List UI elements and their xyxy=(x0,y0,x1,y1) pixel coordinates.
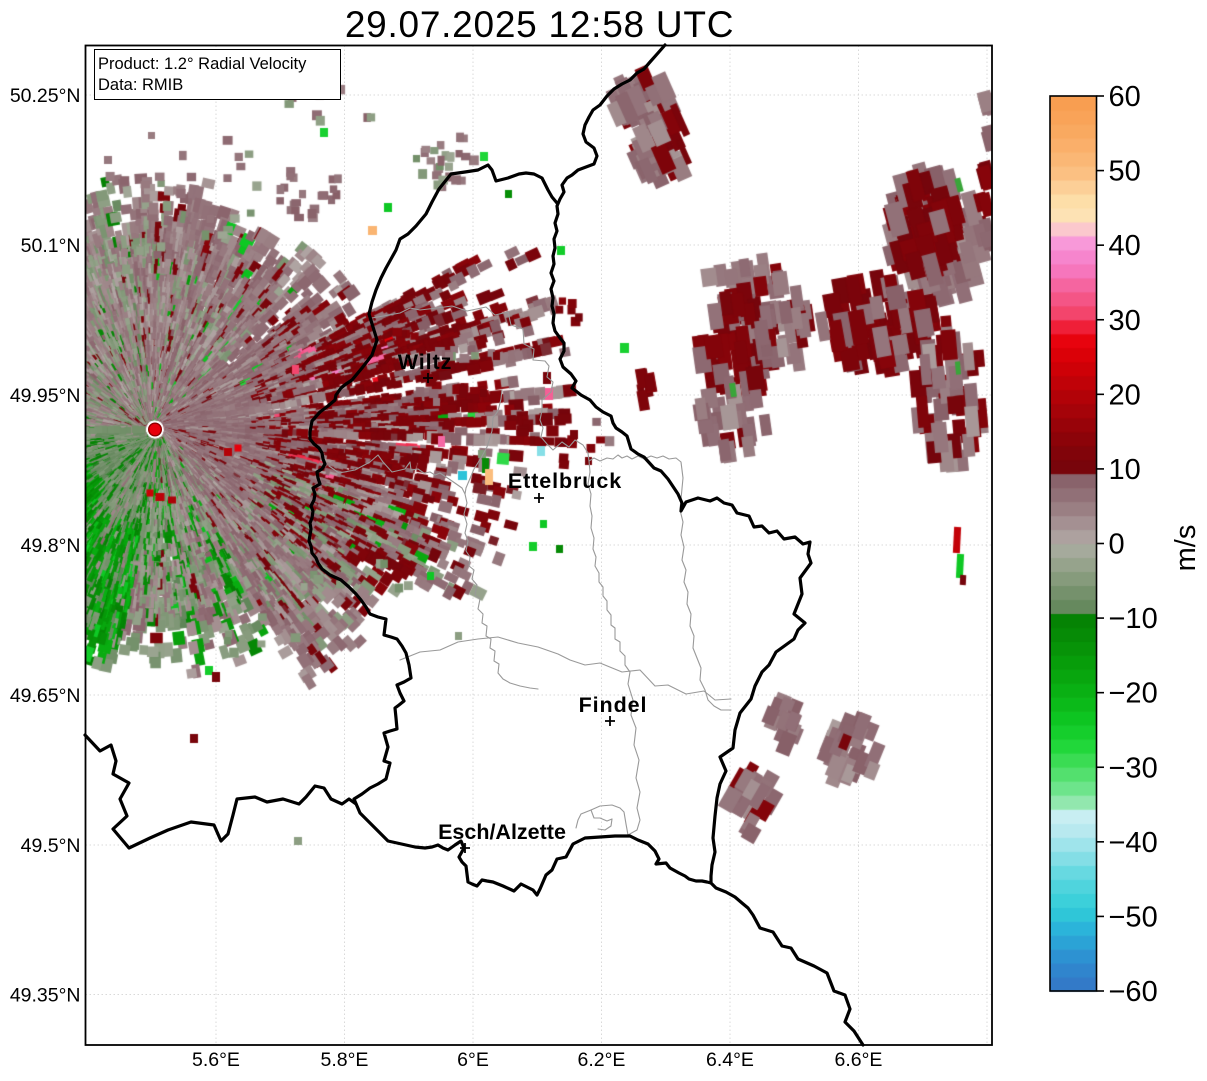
svg-text:50.1°N: 50.1°N xyxy=(21,235,81,257)
svg-text:Findel: Findel xyxy=(579,693,648,717)
svg-text:0: 0 xyxy=(1109,529,1125,561)
svg-text:Esch/Alzette: Esch/Alzette xyxy=(438,820,566,844)
svg-text:Wiltz: Wiltz xyxy=(398,350,452,374)
svg-text:5.6°E: 5.6°E xyxy=(192,1049,240,1071)
svg-text:5.8°E: 5.8°E xyxy=(321,1049,369,1071)
svg-text:50: 50 xyxy=(1109,156,1141,188)
svg-text:−50: −50 xyxy=(1109,901,1158,933)
svg-text:6°E: 6°E xyxy=(457,1049,489,1071)
svg-text:49.95°N: 49.95°N xyxy=(10,385,81,407)
svg-text:6.6°E: 6.6°E xyxy=(835,1049,883,1071)
svg-text:10: 10 xyxy=(1109,454,1141,486)
svg-text:49.5°N: 49.5°N xyxy=(21,835,81,857)
svg-text:30: 30 xyxy=(1109,305,1141,337)
svg-text:49.8°N: 49.8°N xyxy=(21,535,81,557)
svg-text:60: 60 xyxy=(1109,81,1141,113)
svg-text:−60: −60 xyxy=(1109,976,1158,1008)
svg-text:6.2°E: 6.2°E xyxy=(578,1049,626,1071)
svg-text:6.4°E: 6.4°E xyxy=(706,1049,754,1071)
svg-text:−10: −10 xyxy=(1109,603,1158,635)
svg-text:49.65°N: 49.65°N xyxy=(10,685,81,707)
svg-text:20: 20 xyxy=(1109,379,1141,411)
svg-text:49.35°N: 49.35°N xyxy=(10,985,81,1007)
svg-text:−40: −40 xyxy=(1109,827,1158,859)
svg-text:50.25°N: 50.25°N xyxy=(10,85,81,107)
svg-text:−30: −30 xyxy=(1109,752,1158,784)
svg-text:−20: −20 xyxy=(1109,678,1158,710)
svg-text:Ettelbruck: Ettelbruck xyxy=(508,469,622,493)
svg-text:40: 40 xyxy=(1109,230,1141,262)
